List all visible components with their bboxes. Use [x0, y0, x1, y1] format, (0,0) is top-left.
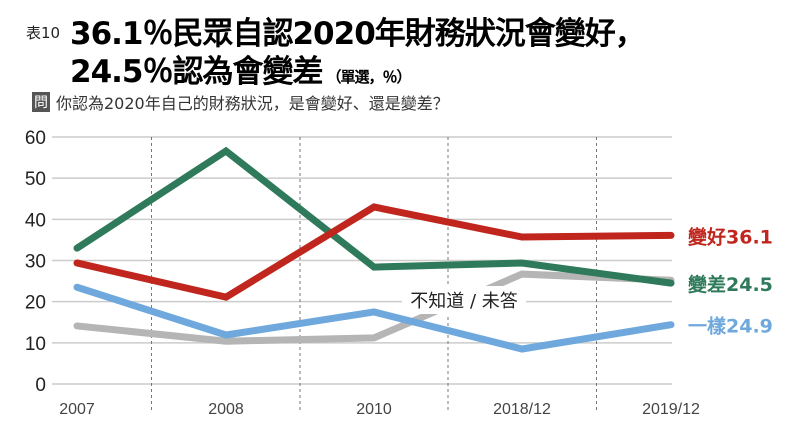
title-note: （單選，％）	[326, 68, 412, 86]
series-line-worse	[73, 146, 675, 287]
x-tick-label: 2019/12	[642, 401, 700, 418]
y-tick-label: 50	[25, 169, 46, 190]
y-tick-label: 30	[25, 252, 46, 273]
x-tick-label: 2010	[356, 401, 392, 418]
y-tick-label: 0	[35, 375, 46, 396]
label-background	[402, 286, 526, 314]
series-label-unknown: 不知道 / 未答	[410, 291, 518, 312]
y-tick-label: 60	[25, 128, 46, 149]
y-tick-label: 40	[25, 210, 46, 231]
question-badge: 問	[32, 92, 50, 112]
series-label-better: 變好36.1	[688, 225, 773, 248]
chart-title-line1: 36.1％民眾自認2020年財務狀況會變好，	[70, 16, 646, 52]
x-tick-label: 2018/12	[493, 401, 551, 418]
series-label-worse: 變差24.5	[688, 273, 773, 296]
question: 問你認為2020年自己的財務狀況，是會變好、還是變差？	[32, 90, 449, 114]
chart-title-line2: 24.5％認為會變差 （單選，％）	[70, 46, 412, 91]
chart-title-line2-text: 24.5％認為會變差	[70, 54, 323, 90]
x-tick-label: 2008	[208, 401, 244, 418]
question-text: 你認為2020年自己的財務狀況，是會變好、還是變差？	[56, 94, 449, 113]
y-tick-label: 10	[25, 334, 46, 355]
table-tag: 表10	[26, 24, 61, 42]
series-line-better	[73, 203, 675, 301]
series-label-same: 一樣24.9	[688, 315, 773, 338]
y-tick-label: 20	[25, 293, 46, 314]
x-tick-label: 2007	[59, 401, 95, 418]
